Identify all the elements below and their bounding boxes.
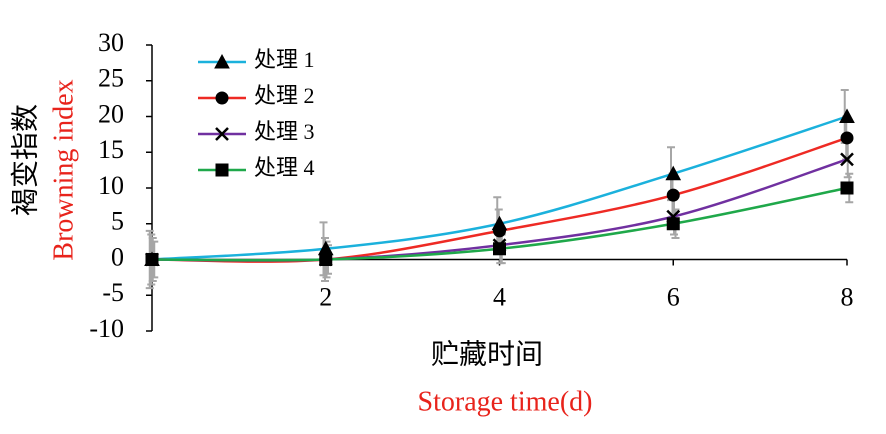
x-tick-label: 4 [493, 282, 506, 311]
x-tick-label: 8 [841, 282, 854, 311]
y-tick-label: 10 [98, 171, 124, 200]
legend-marker [215, 127, 229, 141]
data-point [840, 181, 854, 195]
data-point [319, 253, 333, 266]
legend-marker [215, 163, 229, 177]
y-axis-label-en: Browning index [48, 79, 79, 260]
x-axis-label-en: Storage time(d) [418, 386, 593, 417]
y-tick-label: 20 [98, 99, 124, 128]
y-tick-label: 0 [111, 242, 124, 271]
y-tick-label: 15 [98, 135, 124, 164]
x-axis-label: 贮藏时间 [431, 338, 543, 370]
data-point [665, 165, 682, 181]
data-point [839, 108, 855, 123]
data-point [840, 131, 854, 145]
legend-label: 处理 4 [254, 155, 315, 180]
y-tick-label: -10 [89, 314, 124, 343]
data-point [493, 224, 506, 238]
data-point [145, 253, 159, 266]
x-tick-label: 2 [319, 282, 332, 311]
data-point [493, 242, 506, 256]
data-point [666, 217, 680, 231]
y-tick-label: -5 [102, 278, 124, 307]
x-tick-label: 6 [667, 282, 680, 311]
legend-label: 处理 1 [254, 47, 315, 72]
y-tick-label: 25 [98, 64, 124, 93]
data-point [840, 152, 854, 167]
legend-label: 处理 3 [254, 119, 315, 144]
legend-marker [214, 53, 230, 69]
legend-label: 处理 2 [254, 83, 315, 108]
y-axis-label: 褐变指数 [9, 104, 41, 216]
data-point [666, 188, 680, 202]
y-tick-label: 5 [111, 207, 124, 236]
legend-marker [215, 91, 229, 105]
y-tick-label: 30 [98, 28, 124, 57]
